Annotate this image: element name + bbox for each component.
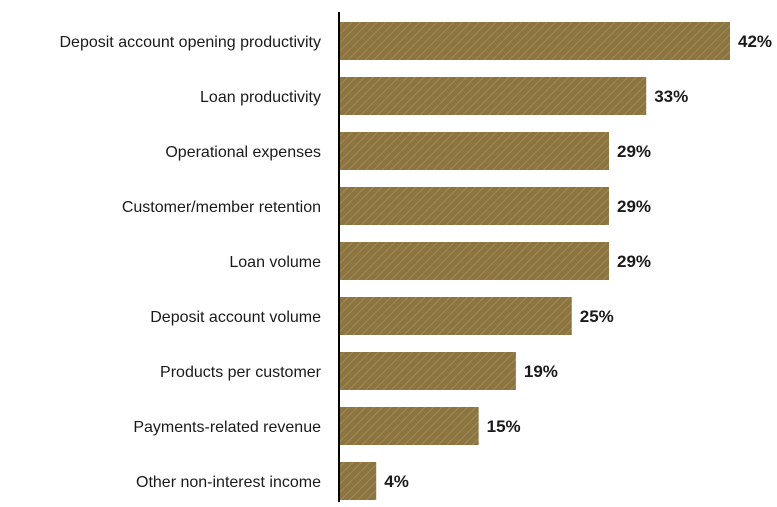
value-labels: 42% 33% 29% 29% 29% 25% 19% 15% 4% xyxy=(384,32,772,491)
category-label-4: Loan volume xyxy=(229,254,321,271)
value-label-5: 25% xyxy=(580,307,614,326)
bar-8 xyxy=(339,462,377,500)
category-label-3: Customer/member retention xyxy=(122,199,321,216)
value-label-3: 29% xyxy=(617,197,651,216)
value-label-7: 15% xyxy=(487,417,521,436)
value-label-1: 33% xyxy=(654,87,688,106)
bar-6 xyxy=(339,352,516,390)
category-label-8: Other non-interest income xyxy=(136,474,321,491)
value-label-0: 42% xyxy=(738,32,772,51)
value-label-8: 4% xyxy=(384,472,409,491)
bars-layer xyxy=(339,22,731,500)
bar-4 xyxy=(339,242,609,280)
category-label-1: Loan productivity xyxy=(200,89,321,106)
category-label-5: Deposit account volume xyxy=(150,309,321,326)
category-label-6: Products per customer xyxy=(160,364,322,381)
bar-5 xyxy=(339,297,572,335)
category-label-7: Payments-related revenue xyxy=(133,419,321,436)
value-label-4: 29% xyxy=(617,252,651,271)
bar-0 xyxy=(339,22,731,60)
category-label-2: Operational expenses xyxy=(165,144,321,161)
bar-1 xyxy=(339,77,647,115)
category-labels: Deposit account opening productivity Loan… xyxy=(60,34,322,491)
value-label-6: 19% xyxy=(524,362,558,381)
bar-7 xyxy=(339,407,479,445)
bar-3 xyxy=(339,187,609,225)
value-label-2: 29% xyxy=(617,142,651,161)
category-label-0: Deposit account opening productivity xyxy=(60,34,322,51)
bar-2 xyxy=(339,132,609,170)
